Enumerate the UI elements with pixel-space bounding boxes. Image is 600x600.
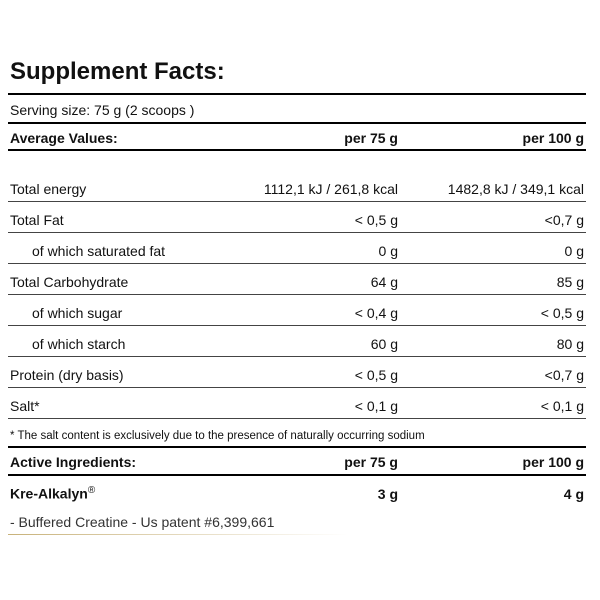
cell: of which starch: [32, 336, 126, 352]
rule: [8, 325, 586, 326]
rule: [8, 93, 586, 95]
header-row: Average Values: per 75 g per 100 g: [8, 124, 586, 150]
rule: [8, 418, 586, 419]
rule: [8, 122, 586, 124]
footnote: * The salt content is exclusively due to…: [10, 430, 425, 442]
cell: < 0,5 g: [354, 212, 398, 228]
rule: [8, 387, 586, 388]
table-row: Total Carbohydrate 64 g 85 g: [8, 263, 586, 294]
active-row: Kre-Alkalyn® 3 g 4 g: [8, 476, 586, 506]
table-row: Salt* < 0,1 g < 0,1 g: [8, 387, 586, 418]
table-row: of which starch 60 g 80 g: [8, 325, 586, 356]
table-row: of which sugar < 0,4 g < 0,5 g: [8, 294, 586, 325]
cell: Protein (dry basis): [10, 367, 124, 383]
cell: < 0,1 g: [540, 398, 584, 414]
serving-row: Serving size: 75 g (2 scoops ): [8, 95, 586, 122]
cell: 4 g: [563, 486, 584, 502]
cell: per 100 g: [522, 454, 584, 470]
cell: 80 g: [556, 336, 584, 352]
cell: per 75 g: [344, 130, 398, 146]
cell: < 0,5 g: [540, 305, 584, 321]
cell: 60 g: [370, 336, 398, 352]
cell: 3 g: [377, 486, 398, 502]
cell: < 0,1 g: [354, 398, 398, 414]
cell: Kre-Alkalyn®: [10, 485, 96, 502]
rule: [8, 232, 586, 233]
cell: 1482,8 kJ / 349,1 kcal: [447, 181, 584, 197]
cell: per 75 g: [344, 454, 398, 470]
cell: of which sugar: [32, 305, 123, 321]
cell: per 100 g: [522, 130, 584, 146]
note: - Buffered Creatine - Us patent #6,399,6…: [10, 514, 275, 530]
table-row: Total energy 1112,1 kJ / 261,8 kcal 1482,8…: [8, 151, 586, 201]
registered-mark: ®: [87, 485, 96, 497]
rule: [8, 294, 586, 295]
cell: 0 g: [378, 243, 398, 259]
rule: [8, 474, 586, 476]
cell: 85 g: [556, 274, 584, 290]
title: Supplement Facts:: [10, 58, 225, 85]
cell: < 0,4 g: [354, 305, 398, 321]
rule: [8, 356, 586, 357]
table-row: of which saturated fat 0 g 0 g: [8, 232, 586, 263]
table-row: Total Fat < 0,5 g <0,7 g: [8, 201, 586, 232]
rule: [8, 534, 348, 535]
cell: of which saturated fat: [32, 243, 166, 259]
cell: 0 g: [564, 243, 584, 259]
rule: [8, 149, 586, 151]
cell: <0,7 g: [544, 367, 584, 383]
note-row: - Buffered Creatine - Us patent #6,399,6…: [8, 506, 586, 534]
cell: Total Carbohydrate: [10, 274, 129, 290]
cell: Total Fat: [10, 212, 64, 228]
table-row: Protein (dry basis) < 0,5 g <0,7 g: [8, 356, 586, 387]
footnote-row: * The salt content is exclusively due to…: [8, 418, 586, 446]
serving-size: Serving size: 75 g (2 scoops ): [10, 102, 195, 118]
rule: [8, 201, 586, 202]
cell: Salt*: [10, 398, 40, 414]
rule: [8, 263, 586, 264]
active-header-row: Active Ingredients: per 75 g per 100 g: [8, 448, 586, 474]
cell: < 0,5 g: [354, 367, 398, 383]
cell: Total energy: [10, 181, 87, 197]
cell: <0,7 g: [544, 212, 584, 228]
cell: 1112,1 kJ / 261,8 kcal: [263, 181, 398, 197]
cell: 64 g: [370, 274, 398, 290]
cell: Active Ingredients:: [10, 454, 137, 470]
cell: Average Values:: [10, 130, 118, 146]
rule: [8, 446, 586, 448]
